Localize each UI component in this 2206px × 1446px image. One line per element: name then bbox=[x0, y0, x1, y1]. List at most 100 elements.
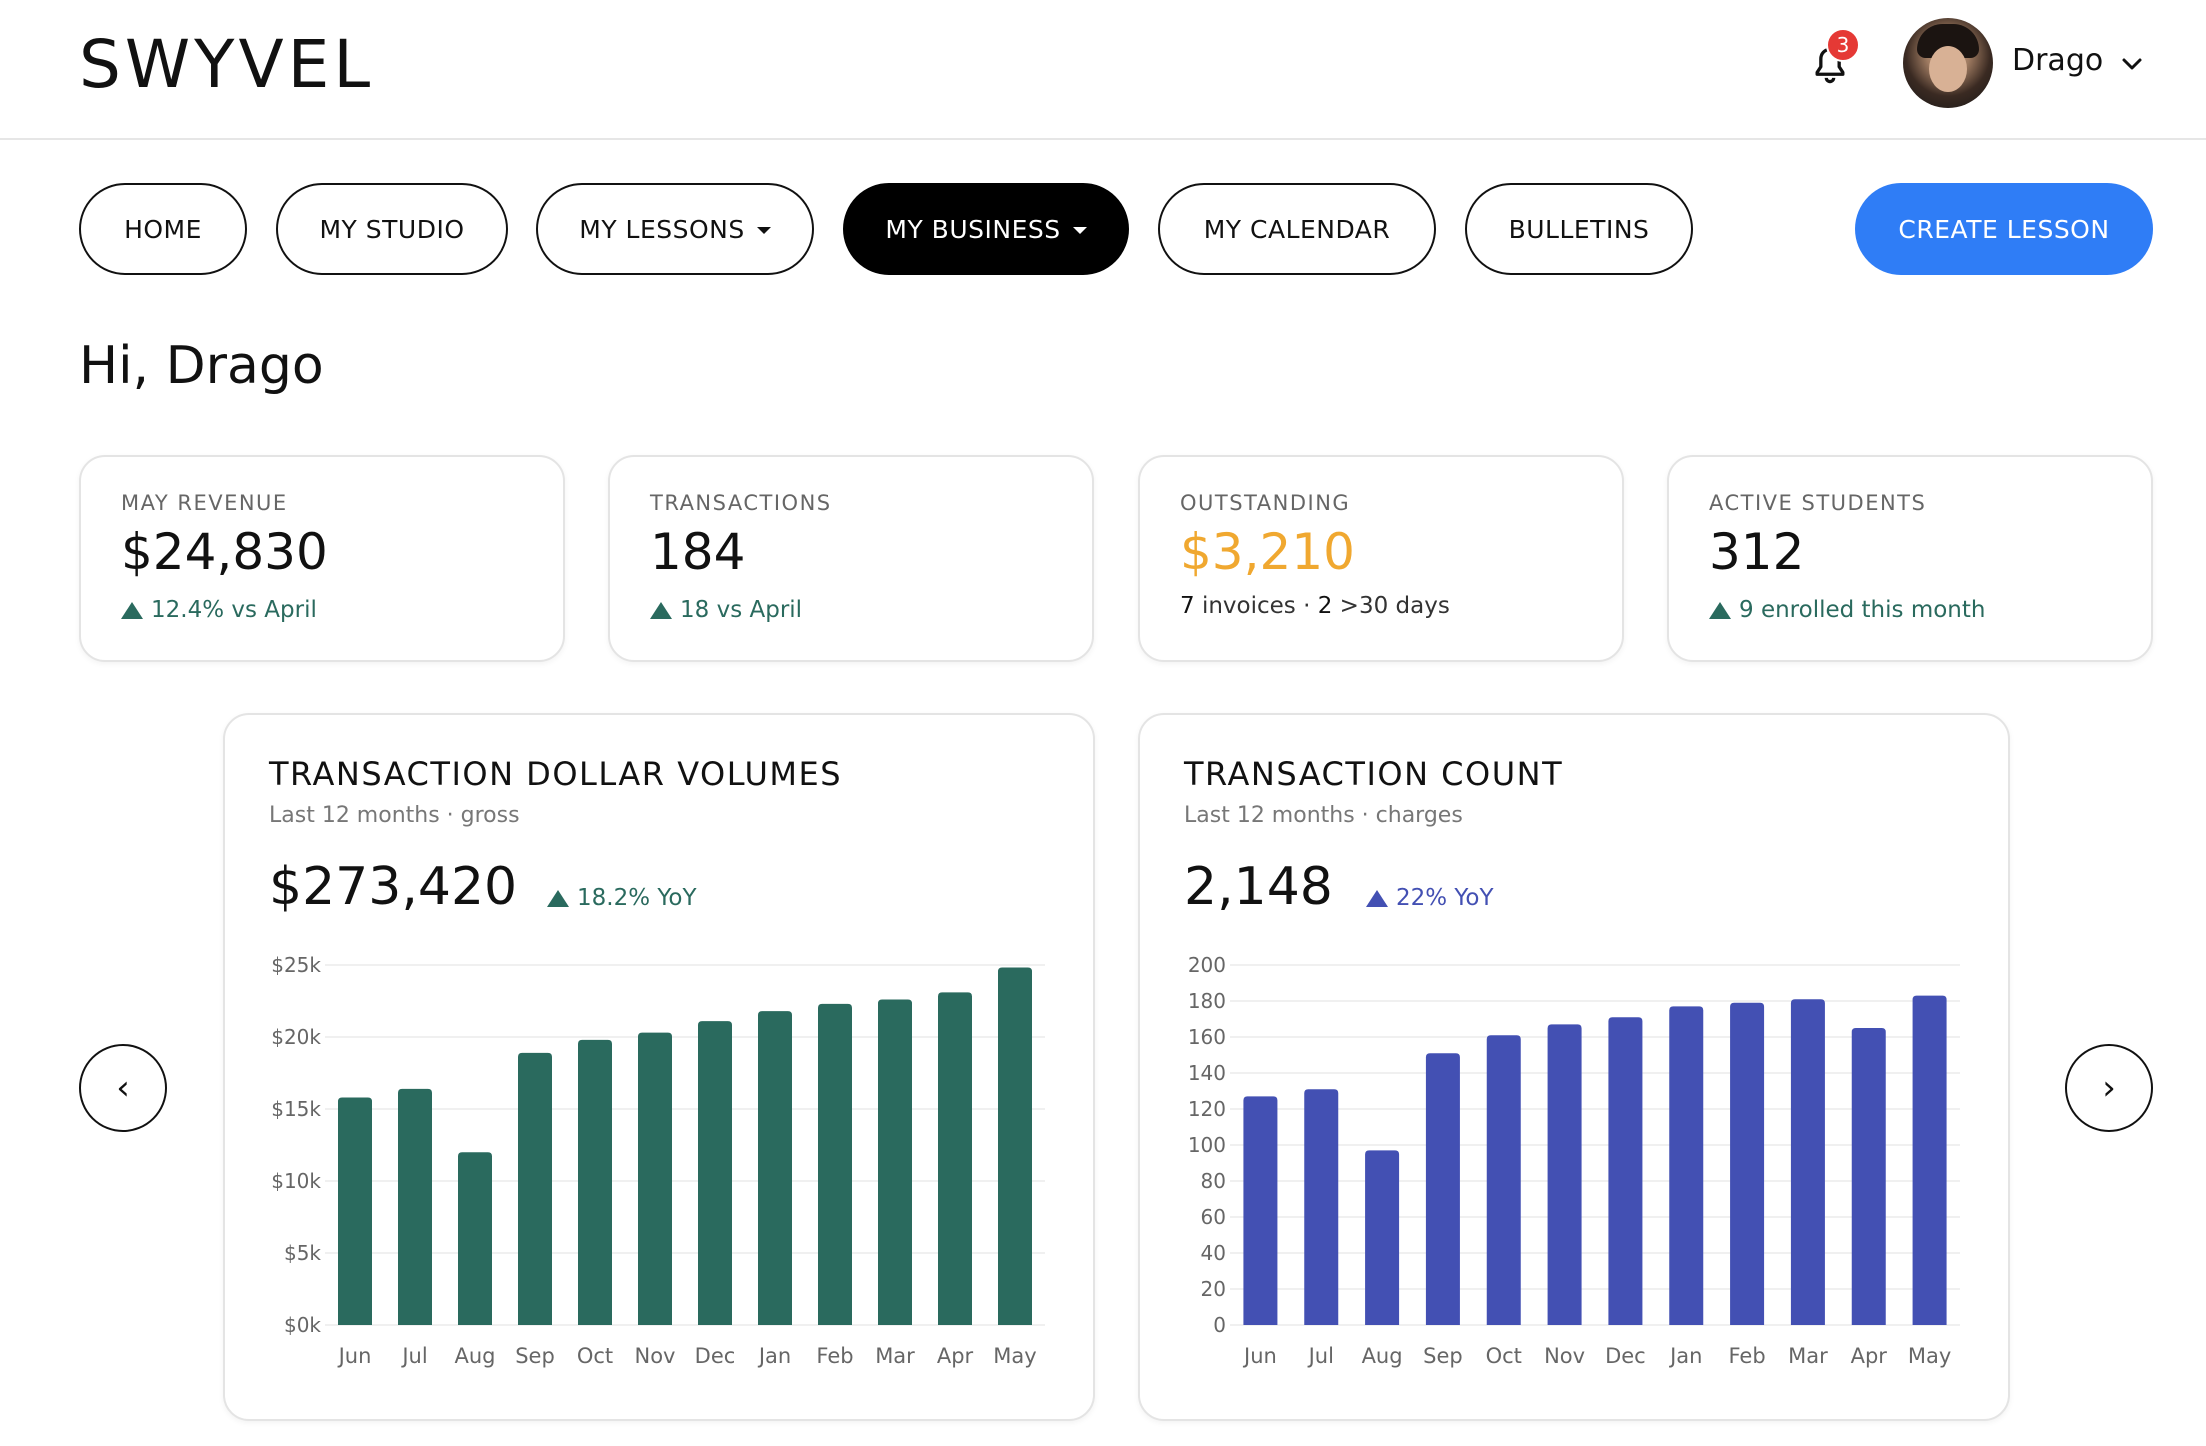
y-tick-label: $0k bbox=[284, 1313, 321, 1337]
stat-value: $3,210 bbox=[1180, 523, 1355, 581]
y-tick-label: 200 bbox=[1188, 953, 1226, 977]
chart-delta: 22% YoY bbox=[1366, 885, 1494, 911]
bar bbox=[698, 1021, 732, 1325]
x-tick-label: Jun bbox=[337, 1344, 372, 1368]
stat-card-active-students: ACTIVE STUDENTS 312 9 enrolled this mont… bbox=[1667, 455, 2153, 662]
stat-delta-text: 12.4% vs April bbox=[151, 597, 317, 623]
y-tick-label: 140 bbox=[1188, 1061, 1226, 1085]
create-lesson-button[interactable]: CREATE LESSON bbox=[1855, 183, 2153, 275]
y-tick-label: 40 bbox=[1201, 1241, 1226, 1265]
stat-delta: 18 vs April bbox=[650, 597, 802, 623]
x-tick-label: Jan bbox=[1668, 1344, 1702, 1368]
y-tick-label: 80 bbox=[1201, 1169, 1226, 1193]
nav-my-calendar-label: MY CALENDAR bbox=[1203, 214, 1391, 244]
up-triangle-icon bbox=[1366, 889, 1388, 907]
up-triangle-icon bbox=[547, 889, 569, 907]
x-tick-label: Feb bbox=[816, 1344, 853, 1368]
bar bbox=[1425, 1053, 1460, 1325]
bar bbox=[1669, 1006, 1704, 1325]
y-tick-label: 160 bbox=[1188, 1025, 1226, 1049]
nav-my-studio-button[interactable]: MY STUDIO bbox=[276, 183, 508, 275]
stat-card-revenue: MAY REVENUE $24,830 12.4% vs April bbox=[79, 455, 565, 662]
stat-value: 184 bbox=[650, 523, 746, 581]
bar bbox=[1304, 1089, 1339, 1325]
x-tick-label: Apr bbox=[937, 1344, 974, 1368]
x-tick-label: Dec bbox=[695, 1344, 736, 1368]
bar bbox=[638, 1032, 672, 1325]
x-tick-label: Apr bbox=[1851, 1344, 1888, 1368]
x-tick-label: Feb bbox=[1728, 1344, 1765, 1368]
chart-total: $273,420 bbox=[269, 857, 518, 917]
nav-my-lessons-button[interactable]: MY LESSONS bbox=[536, 183, 814, 275]
x-tick-label: Oct bbox=[577, 1344, 613, 1368]
bar bbox=[1790, 999, 1825, 1325]
bar bbox=[1486, 1035, 1521, 1325]
bar bbox=[398, 1088, 432, 1325]
bar bbox=[1547, 1024, 1582, 1325]
nav-my-calendar-button[interactable]: MY CALENDAR bbox=[1158, 183, 1436, 275]
stat-label: TRANSACTIONS bbox=[650, 491, 832, 515]
nav-home-button[interactable]: HOME bbox=[79, 183, 247, 275]
carousel-next-button[interactable]: › bbox=[2065, 1044, 2153, 1132]
logo[interactable]: SWYVEL bbox=[79, 26, 375, 103]
x-tick-label: Sep bbox=[515, 1344, 555, 1368]
caret-down-icon bbox=[756, 227, 771, 234]
x-tick-label: Jan bbox=[757, 1344, 791, 1368]
x-tick-label: Jun bbox=[1242, 1344, 1277, 1368]
stat-detail: 7 invoices · 2 >30 days bbox=[1180, 593, 1450, 619]
bar bbox=[1608, 1017, 1643, 1325]
stat-value: $24,830 bbox=[121, 523, 328, 581]
x-tick-label: Mar bbox=[875, 1344, 915, 1368]
bar bbox=[1365, 1150, 1400, 1325]
bar bbox=[938, 992, 972, 1325]
up-triangle-icon bbox=[121, 601, 143, 619]
chart-title: TRANSACTION COUNT bbox=[1184, 755, 1564, 793]
bar bbox=[458, 1152, 492, 1325]
bar bbox=[1912, 995, 1947, 1325]
avatar-face bbox=[1929, 46, 1967, 92]
y-tick-label: $5k bbox=[284, 1241, 321, 1265]
dollar-volume-chart: $0k $5k $10k $15k $20k $25k Jun Jul Aug Sep Oct Nov… bbox=[271, 953, 1045, 1368]
nav-bulletins-button[interactable]: BULLETINS bbox=[1465, 183, 1693, 275]
x-tick-label: Jul bbox=[1307, 1344, 1334, 1368]
notification-badge: 3 bbox=[1826, 28, 1860, 62]
x-tick-label: Jul bbox=[400, 1344, 427, 1368]
overdue-count: 2 bbox=[1317, 593, 1333, 619]
greeting: Hi, Drago bbox=[79, 336, 324, 396]
chart-subtitle: Last 12 months · charges bbox=[1184, 803, 1463, 828]
x-tick-label: Aug bbox=[454, 1344, 495, 1368]
y-tick-label: 180 bbox=[1188, 989, 1226, 1013]
x-tick-label: Nov bbox=[635, 1344, 676, 1368]
chevron-down-icon[interactable] bbox=[2120, 52, 2144, 76]
x-tick-label: May bbox=[1908, 1344, 1951, 1368]
stat-label: MAY REVENUE bbox=[121, 491, 288, 515]
nav-my-business-button[interactable]: MY BUSINESS bbox=[843, 183, 1129, 275]
overdue-text: >30 days bbox=[1339, 593, 1450, 619]
stat-label: ACTIVE STUDENTS bbox=[1709, 491, 1927, 515]
stat-delta-text: 18 vs April bbox=[680, 597, 803, 623]
chart-card-transaction-count: TRANSACTION COUNT Last 12 months · charg… bbox=[1138, 713, 2010, 1421]
x-tick-label: Sep bbox=[1423, 1344, 1463, 1368]
y-tick-label: 100 bbox=[1188, 1133, 1226, 1157]
x-tick-label: Aug bbox=[1362, 1344, 1403, 1368]
avatar[interactable] bbox=[1903, 18, 1993, 108]
bar bbox=[758, 1011, 792, 1325]
user-name[interactable]: Drago bbox=[2012, 43, 2104, 78]
chart-delta-text: 22% YoY bbox=[1396, 885, 1494, 911]
nav-my-lessons-label: MY LESSONS bbox=[579, 214, 745, 244]
carousel-prev-button[interactable]: ‹ bbox=[79, 1044, 167, 1132]
bar bbox=[578, 1039, 612, 1325]
chart-total: 2,148 bbox=[1184, 857, 1333, 917]
bar bbox=[518, 1052, 552, 1325]
chart-title: TRANSACTION DOLLAR VOLUMES bbox=[269, 755, 842, 793]
y-tick-label: 20 bbox=[1201, 1277, 1226, 1301]
stat-delta: 9 enrolled this month bbox=[1709, 597, 1985, 623]
bar bbox=[1243, 1096, 1278, 1325]
nav-home-label: HOME bbox=[124, 214, 202, 244]
bar bbox=[998, 967, 1032, 1325]
y-tick-label: 60 bbox=[1201, 1205, 1226, 1229]
x-tick-label: Nov bbox=[1544, 1344, 1585, 1368]
bar bbox=[878, 999, 912, 1325]
nav-my-studio-label: MY STUDIO bbox=[319, 214, 465, 244]
stat-delta-text: 9 enrolled this month bbox=[1739, 597, 1986, 623]
